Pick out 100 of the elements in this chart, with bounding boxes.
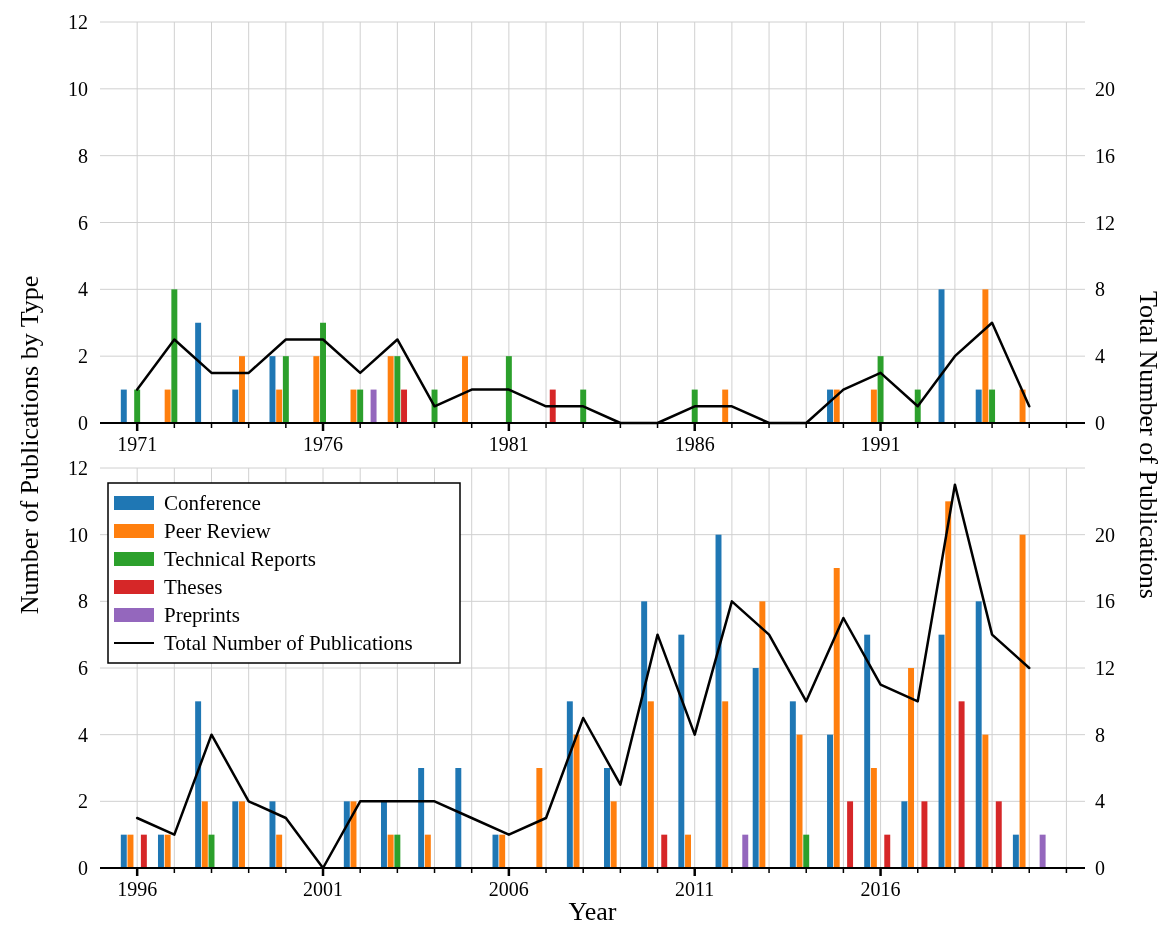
bar xyxy=(282,356,289,423)
bar xyxy=(157,834,164,868)
y-tick-label: 2 xyxy=(78,790,88,813)
bar xyxy=(884,834,891,868)
y2-tick-label: 4 xyxy=(1095,345,1105,368)
bar xyxy=(239,356,245,423)
bar xyxy=(982,289,989,423)
y-tick-label: 6 xyxy=(78,211,88,234)
bar xyxy=(394,834,401,868)
bar xyxy=(803,834,810,868)
x-tick-label: 2006 xyxy=(488,878,529,900)
legend-label: Total Number of Publications xyxy=(164,631,413,655)
bar xyxy=(239,801,245,868)
bar xyxy=(1012,834,1019,868)
bar xyxy=(536,768,543,868)
y2-tick-label: 8 xyxy=(1095,278,1105,301)
y-tick-label: 12 xyxy=(68,11,88,33)
bar xyxy=(685,834,691,868)
bar xyxy=(195,701,202,868)
bar xyxy=(678,634,685,868)
bar xyxy=(989,389,996,423)
bar xyxy=(975,601,982,868)
y2-tick-label: 8 xyxy=(1095,723,1105,746)
bar xyxy=(171,289,178,423)
bar xyxy=(877,356,884,423)
bar xyxy=(343,801,350,868)
bar xyxy=(789,701,796,868)
bar xyxy=(1019,534,1026,868)
bar xyxy=(722,701,729,868)
bar xyxy=(462,356,468,423)
bar xyxy=(908,668,915,868)
bar xyxy=(796,734,803,868)
y-tick-label: 10 xyxy=(68,77,88,100)
y2-tick-label: 12 xyxy=(1095,211,1115,234)
bar xyxy=(921,801,928,868)
y-tick-label: 6 xyxy=(78,657,88,679)
bar xyxy=(759,601,766,868)
x-tick-label: 2011 xyxy=(675,878,715,900)
bar xyxy=(370,389,377,423)
y-tick-label: 10 xyxy=(68,523,88,546)
bar xyxy=(269,356,276,423)
y2-tick-label: 20 xyxy=(1095,523,1115,546)
bar xyxy=(387,356,394,423)
bar xyxy=(394,356,401,423)
y2-axis-title: Total Number of Publications xyxy=(1134,291,1163,599)
y2-tick-label: 12 xyxy=(1095,657,1115,679)
x-tick-label: 1996 xyxy=(117,878,158,900)
y2-tick-label: 0 xyxy=(1095,412,1105,434)
bar xyxy=(847,801,854,868)
bar xyxy=(870,389,877,423)
x-tick-label: 1971 xyxy=(117,433,158,455)
bar xyxy=(827,734,833,868)
bar xyxy=(566,701,573,868)
y-tick-label: 4 xyxy=(78,278,88,301)
x-tick-label: 2001 xyxy=(303,878,344,900)
x-tick-label: 1986 xyxy=(674,433,715,455)
x-axis-title: Year xyxy=(568,897,617,926)
bar xyxy=(120,834,127,868)
bar xyxy=(604,768,610,868)
y2-tick-label: 16 xyxy=(1095,144,1115,167)
bar xyxy=(610,801,617,868)
bar xyxy=(134,389,141,423)
y2-tick-label: 0 xyxy=(1095,857,1105,879)
legend-label: Peer Review xyxy=(164,519,272,543)
bar xyxy=(320,322,326,423)
bar xyxy=(276,389,283,423)
x-tick-label: 1976 xyxy=(303,433,344,455)
bar xyxy=(276,834,283,868)
bar xyxy=(1039,834,1046,868)
x-tick-label: 1991 xyxy=(860,433,901,455)
bar xyxy=(982,734,989,868)
y2-tick-label: 16 xyxy=(1095,590,1115,613)
bar xyxy=(742,834,749,868)
bar xyxy=(401,389,408,423)
bar xyxy=(357,389,364,423)
bar xyxy=(958,701,965,868)
bar xyxy=(232,801,239,868)
bar xyxy=(164,834,171,868)
bar xyxy=(381,801,387,868)
x-tick-label: 2016 xyxy=(860,878,901,900)
bar xyxy=(195,322,202,423)
bar xyxy=(995,801,1002,868)
bar xyxy=(833,568,840,868)
bar xyxy=(641,601,648,868)
bar xyxy=(120,389,127,423)
bar xyxy=(232,389,239,423)
bar xyxy=(164,389,171,423)
y-tick-label: 4 xyxy=(78,723,88,746)
y-axis-title: Number of Publications by Type xyxy=(15,275,44,615)
legend-label: Conference xyxy=(164,491,261,515)
y-tick-label: 8 xyxy=(78,144,88,167)
bar xyxy=(870,768,877,868)
bar xyxy=(647,701,654,868)
bar xyxy=(201,801,208,868)
y-tick-label: 0 xyxy=(78,412,88,434)
bar xyxy=(945,501,952,868)
legend-label: Theses xyxy=(164,575,223,599)
y-tick-label: 12 xyxy=(68,457,88,479)
y2-tick-label: 4 xyxy=(1095,790,1105,813)
bar xyxy=(864,634,871,868)
